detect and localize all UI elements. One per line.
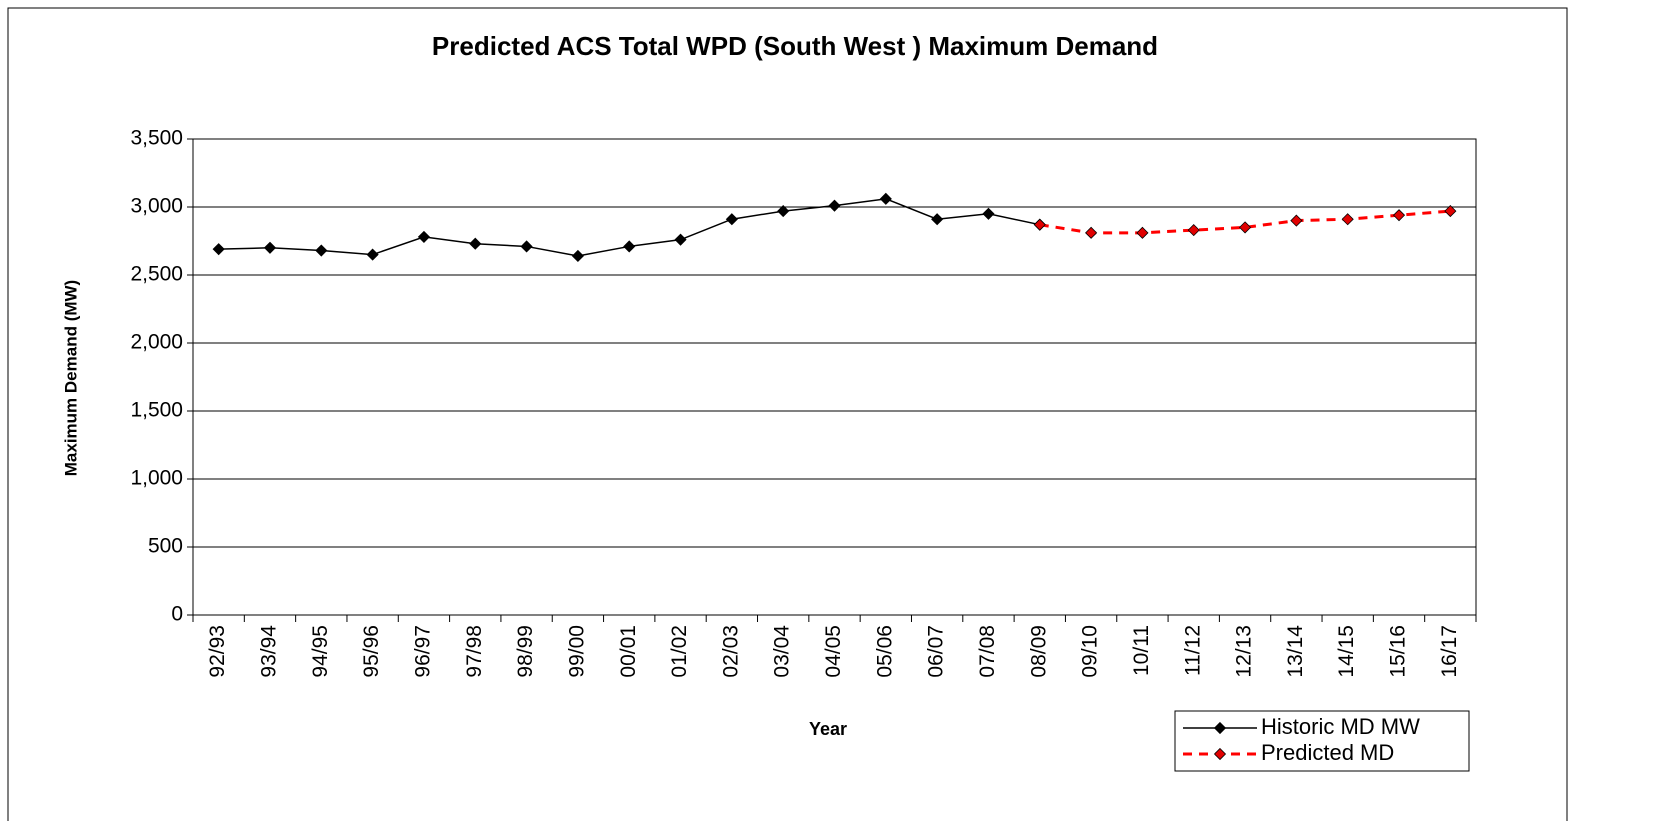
data-point <box>520 240 533 253</box>
x-tick-label: 09/10 <box>1079 625 1102 678</box>
x-tick-label: 14/15 <box>1335 625 1358 678</box>
x-tick-label: 92/93 <box>206 625 229 678</box>
x-tick-label: 10/11 <box>1130 625 1153 676</box>
data-point <box>417 230 431 243</box>
x-tick-label: 96/97 <box>411 625 434 678</box>
series-line <box>1039 209 1451 235</box>
data-point <box>1033 218 1046 231</box>
x-tick-label: 93/94 <box>258 625 281 678</box>
y-tick-label: 1,000 <box>130 467 183 490</box>
x-tick-label: 00/01 <box>617 625 640 678</box>
x-tick-label: 13/14 <box>1284 625 1307 678</box>
x-tick-label: 02/03 <box>719 625 742 678</box>
data-point <box>1085 226 1098 239</box>
data-point <box>1238 221 1252 234</box>
x-tick-label: 06/07 <box>925 625 948 678</box>
legend-marker <box>1213 721 1227 735</box>
data-point <box>879 192 892 205</box>
data-point <box>212 243 225 256</box>
x-tick-label: 12/13 <box>1233 625 1256 678</box>
x-tick-label: 03/04 <box>771 625 794 678</box>
y-axis-label: Maximum Demand (MW) <box>61 280 80 476</box>
data-point <box>366 248 379 261</box>
x-tick-label: 16/17 <box>1438 625 1461 678</box>
legend-box <box>1174 710 1470 772</box>
data-point <box>315 244 328 257</box>
data-point <box>571 249 584 263</box>
y-tick-label: 3,500 <box>130 127 183 150</box>
x-tick-label: 94/95 <box>309 625 332 678</box>
x-tick-label: 99/00 <box>565 625 588 678</box>
y-tick-label: 2,000 <box>130 331 183 354</box>
y-tick-label: 2,500 <box>130 263 183 286</box>
x-tick-label: 08/09 <box>1027 625 1050 678</box>
x-tick-label: 01/02 <box>668 625 691 678</box>
legend-label: Historic MD MW <box>1261 714 1420 739</box>
data-point <box>931 213 944 226</box>
data-point <box>1341 213 1354 226</box>
data-point <box>674 233 687 246</box>
plot-area <box>192 138 1477 616</box>
data-point <box>1187 224 1200 237</box>
x-tick-label: 07/08 <box>976 625 999 678</box>
x-tick-label: 97/98 <box>463 625 486 678</box>
data-point <box>469 237 482 250</box>
y-tick-label: 1,500 <box>130 399 183 422</box>
data-point <box>263 241 277 254</box>
legend-marker <box>1213 747 1227 761</box>
x-tick-label: 98/99 <box>514 625 537 678</box>
legend-label: Predicted MD <box>1261 740 1394 765</box>
data-point <box>1290 214 1303 227</box>
data-point <box>777 205 790 218</box>
data-point <box>1444 205 1457 218</box>
x-tick-label: 04/05 <box>822 625 845 678</box>
data-point <box>1392 209 1406 222</box>
y-tick-label: 0 <box>171 603 183 626</box>
data-point <box>982 207 995 220</box>
x-tick-label: 95/96 <box>360 625 383 678</box>
y-tick-label: 500 <box>148 535 183 558</box>
data-point <box>1136 226 1149 239</box>
x-axis-label: Year <box>809 719 847 739</box>
data-point <box>623 240 636 253</box>
data-point <box>828 199 841 212</box>
y-tick-label: 3,000 <box>130 195 183 218</box>
x-tick-label: 15/16 <box>1387 625 1410 678</box>
chart-title: Predicted ACS Total WPD (South West ) Ma… <box>432 31 1158 61</box>
x-tick-label: 05/06 <box>873 625 896 678</box>
x-tick-label: 11/12 <box>1181 625 1204 676</box>
data-point <box>725 213 738 226</box>
